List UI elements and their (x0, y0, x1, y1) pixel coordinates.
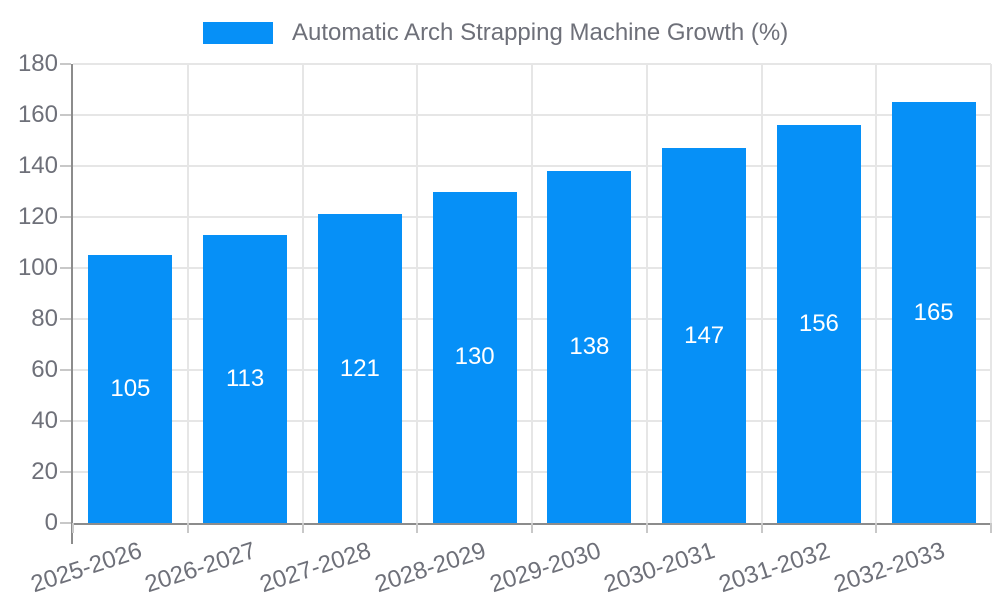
y-axis-tick (60, 114, 71, 116)
y-axis-tick (60, 369, 71, 371)
x-axis-label: 2026-2027 (141, 537, 260, 599)
legend[interactable]: Automatic Arch Strapping Machine Growth … (203, 19, 789, 46)
x-axis-label: 2030-2031 (600, 537, 719, 599)
x-gridline (645, 64, 648, 523)
y-axis-label: 80 (31, 305, 58, 332)
bar-value-label: 165 (913, 298, 954, 326)
x-axis-label: 2029-2030 (486, 537, 604, 599)
y-axis-label: 120 (17, 203, 58, 230)
y-axis-tick (60, 420, 71, 422)
y-axis-label: 60 (31, 356, 58, 383)
legend-label: Automatic Arch Strapping Machine Growth … (292, 19, 789, 46)
x-axis-label: 2025-2026 (27, 537, 145, 599)
x-gridline (301, 64, 304, 523)
bar[interactable]: 113 (203, 234, 288, 523)
bar-value-label: 130 (454, 343, 495, 371)
legend-swatch (203, 22, 273, 44)
bar[interactable]: 138 (547, 171, 632, 523)
y-axis-tick (60, 522, 71, 524)
bar[interactable]: 147 (662, 148, 747, 523)
bar-value-label: 105 (110, 375, 151, 403)
x-axis-label: 2032-2033 (830, 537, 948, 599)
x-axis-tick (416, 523, 419, 533)
x-axis-tick (760, 523, 763, 533)
y-axis-label: 140 (17, 152, 58, 179)
bar-value-label: 147 (684, 321, 725, 349)
y-axis-label: 0 (44, 509, 58, 536)
y-axis-label: 160 (17, 101, 58, 128)
x-gridline (760, 64, 763, 523)
y-axis-tick (60, 216, 71, 218)
x-gridline (990, 64, 992, 523)
bar-value-label: 113 (225, 364, 265, 392)
y-axis-label: 40 (31, 407, 58, 434)
y-axis-tick (60, 63, 71, 65)
y-axis-tick (60, 165, 71, 167)
bar-value-label: 156 (798, 310, 839, 338)
x-gridline (186, 64, 189, 523)
x-gridline (416, 64, 419, 523)
bar[interactable]: 165 (891, 102, 976, 523)
x-axis-tick (875, 523, 878, 533)
x-axis-tick (186, 523, 189, 533)
y-axis-tick (60, 318, 71, 320)
plot-area: 105 113 121 130 138 147 156 165 (60, 63, 992, 533)
x-axis-tick (72, 523, 74, 533)
x-axis-tick (645, 523, 648, 533)
bar[interactable]: 121 (317, 214, 402, 523)
bar[interactable]: 105 (88, 255, 173, 523)
bar-value-label: 138 (569, 333, 610, 361)
x-axis-tick (531, 523, 533, 533)
y-axis-label: 20 (31, 458, 58, 485)
x-axis-tick (301, 523, 304, 533)
x-axis-label: 2027-2028 (256, 537, 375, 599)
y-axis-line (71, 64, 73, 544)
y-axis-tick (60, 267, 71, 269)
bar-value-label: 121 (339, 354, 380, 382)
x-axis-label: 2031-2032 (715, 537, 834, 599)
x-axis-label: 2028-2029 (371, 537, 489, 599)
bar[interactable]: 130 (432, 191, 517, 523)
y-axis-tick (60, 471, 71, 473)
bar[interactable]: 156 (776, 125, 861, 523)
y-axis-label: 180 (17, 50, 58, 77)
x-gridline (875, 64, 878, 523)
y-axis-label: 100 (17, 254, 58, 281)
x-axis-tick (990, 523, 992, 533)
x-gridline (531, 64, 533, 523)
